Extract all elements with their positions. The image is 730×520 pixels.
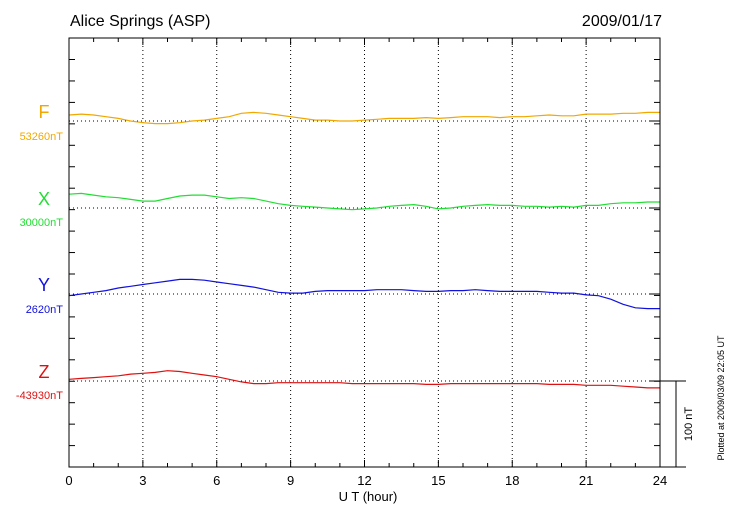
plotted-note: Plotted at 2009/03/09 22:05 UT xyxy=(716,335,726,461)
chart-title: Alice Springs (ASP) xyxy=(70,13,211,30)
series-name-y: Y xyxy=(38,275,50,295)
series-baseline-f: 53260nT xyxy=(20,131,64,143)
scale-bar: 100 nT xyxy=(660,380,695,468)
series-baseline-y: 2620nT xyxy=(26,304,64,316)
series-labels: F 53260nT X 30000nT Y 2620nT Z -43930nT xyxy=(16,102,63,402)
x-tick-label: 0 xyxy=(65,473,72,488)
axis-ticks xyxy=(68,38,661,467)
x-axis-label: U T (hour) xyxy=(339,489,398,504)
x-tick-label: 18 xyxy=(505,473,519,488)
baseline-lines xyxy=(69,120,660,382)
x-tick-label: 15 xyxy=(431,473,445,488)
x-tick-label: 9 xyxy=(287,473,294,488)
series-name-x: X xyxy=(38,189,50,209)
series-baseline-z: -43930nT xyxy=(16,390,63,402)
series-lines xyxy=(68,111,660,389)
series-name-z: Z xyxy=(39,362,50,382)
x-tick-labels: 0 3 6 9 12 15 18 21 24 xyxy=(65,473,667,488)
x-tick-label: 12 xyxy=(357,473,371,488)
series-line-y xyxy=(68,278,660,310)
series-name-f: F xyxy=(39,102,50,122)
x-tick-label: 24 xyxy=(653,473,667,488)
scale-bar-label: 100 nT xyxy=(683,407,695,442)
x-tick-label: 6 xyxy=(213,473,220,488)
x-tick-label: 21 xyxy=(579,473,593,488)
series-line-z xyxy=(68,370,660,389)
x-tick-label: 3 xyxy=(139,473,146,488)
chart-date: 2009/01/17 xyxy=(582,13,662,30)
series-baseline-x: 30000nT xyxy=(20,217,64,229)
plot-frame xyxy=(68,37,661,468)
series-line-x xyxy=(68,192,660,211)
series-line-f xyxy=(68,111,660,125)
